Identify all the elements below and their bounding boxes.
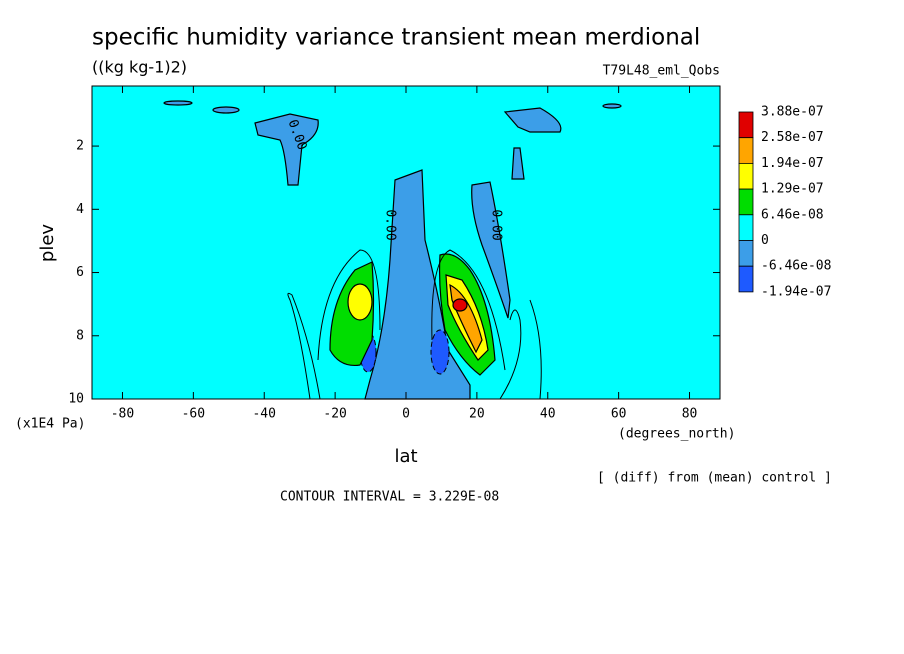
y-tick-label: 4 — [76, 202, 84, 217]
x-tick-label: -60 — [182, 407, 205, 422]
region — [347, 283, 373, 321]
colorbar-label: -1.94e-07 — [761, 284, 831, 299]
y-tick-label: 8 — [76, 328, 84, 343]
colorbar-label: 6.46e-08 — [761, 207, 824, 222]
region — [430, 329, 450, 375]
colorbar-box — [738, 188, 754, 216]
colorbar-label: -6.46e-08 — [761, 259, 831, 274]
x-tick-label: 40 — [540, 407, 556, 422]
note: [ (diff) from (mean) control ] — [597, 471, 832, 486]
colorbar-box — [738, 265, 754, 293]
colorbar-box — [738, 214, 754, 241]
colorbar-label: 0 — [761, 233, 769, 248]
x-tick-label: 80 — [682, 407, 698, 422]
y-tick-label: 2 — [76, 139, 84, 154]
region — [602, 103, 622, 109]
contour-line — [431, 249, 506, 371]
region — [212, 106, 240, 114]
colorbar-box — [738, 240, 754, 267]
region — [503, 107, 562, 133]
x-tick-label: 20 — [469, 407, 485, 422]
colorbar-box — [738, 137, 754, 164]
x-tick-label: 0 — [402, 407, 410, 422]
contour-line — [317, 249, 381, 361]
contour-label: 0.00 — [383, 209, 398, 240]
colorbar-label: 1.94e-07 — [761, 156, 824, 171]
x-axis-units: (degrees_north) — [618, 427, 735, 442]
contour-label: 0.00 — [489, 209, 504, 240]
contour-line — [499, 309, 522, 400]
contour-line — [287, 292, 321, 400]
y-tick-label: 10 — [68, 392, 84, 407]
x-tick-label: -80 — [111, 407, 134, 422]
region — [163, 100, 193, 106]
x-tick-label: 60 — [611, 407, 627, 422]
contour-field — [163, 100, 622, 400]
region — [452, 298, 468, 312]
y-axis-label: plev — [37, 224, 58, 263]
run-name: T79L48_eml_Qobs — [603, 64, 720, 79]
contour-line — [529, 299, 542, 400]
colorbar-label: 1.29e-07 — [761, 182, 824, 197]
y-axis-units: (x1E4 Pa) — [15, 417, 85, 432]
x-tick-label: -20 — [323, 407, 346, 422]
region — [511, 147, 525, 180]
region — [254, 113, 319, 186]
y-tick-label: 6 — [76, 265, 84, 280]
region — [471, 181, 511, 319]
colorbar-label: 3.88e-07 — [761, 105, 824, 120]
colorbar-label: 2.58e-07 — [761, 130, 824, 145]
x-tick-label: -40 — [252, 407, 275, 422]
colorbar-box — [738, 162, 754, 190]
chart-title: specific humidity variance transient mea… — [92, 25, 700, 51]
x-axis-label: lat — [394, 446, 417, 467]
contour-interval: CONTOUR INTERVAL = 3.229E-08 — [280, 490, 499, 505]
colorbar-box — [738, 111, 754, 139]
chart-subtitle: ((kg kg-1)2) — [92, 58, 187, 77]
